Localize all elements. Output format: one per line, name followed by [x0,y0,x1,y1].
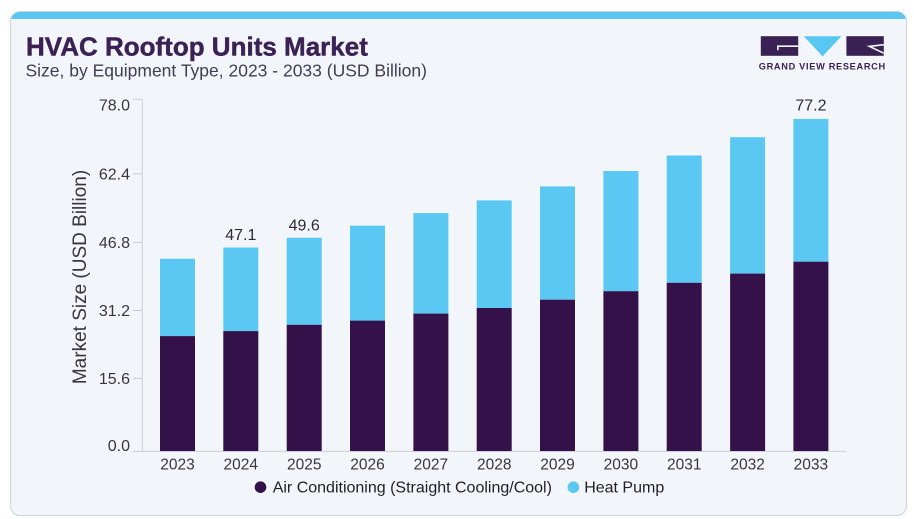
svg-text:62.4: 62.4 [99,166,130,183]
svg-text:2031: 2031 [667,457,701,474]
svg-text:46.8: 46.8 [99,235,130,252]
svg-text:2029: 2029 [540,457,574,474]
svg-text:Market Size (USD Billion): Market Size (USD Billion) [70,170,91,384]
svg-text:2026: 2026 [350,457,384,474]
svg-text:2033: 2033 [794,457,828,474]
svg-text:78.0: 78.0 [99,98,130,115]
svg-text:Air Conditioning (Straight Coo: Air Conditioning (Straight Cooling/Cool) [273,480,552,497]
svg-text:Size, by Equipment Type, 2023: Size, by Equipment Type, 2023 - 2033 (US… [26,61,427,81]
svg-text:GRAND VIEW RESEARCH: GRAND VIEW RESEARCH [759,62,886,72]
svg-text:2027: 2027 [414,457,448,474]
svg-text:HVAC Rooftop Units Market: HVAC Rooftop Units Market [26,32,368,62]
svg-text:77.2: 77.2 [795,98,826,115]
svg-text:2028: 2028 [477,457,511,474]
svg-text:15.6: 15.6 [99,371,130,388]
svg-text:2030: 2030 [604,457,639,474]
svg-text:Heat Pump: Heat Pump [584,480,664,497]
svg-text:2024: 2024 [224,457,259,474]
svg-text:47.1: 47.1 [225,227,256,244]
svg-text:0.0: 0.0 [108,438,130,455]
svg-text:2025: 2025 [287,457,321,474]
svg-text:49.6: 49.6 [289,217,320,234]
svg-text:2032: 2032 [730,457,764,474]
svg-text:31.2: 31.2 [99,303,130,320]
svg-text:2023: 2023 [160,457,194,474]
